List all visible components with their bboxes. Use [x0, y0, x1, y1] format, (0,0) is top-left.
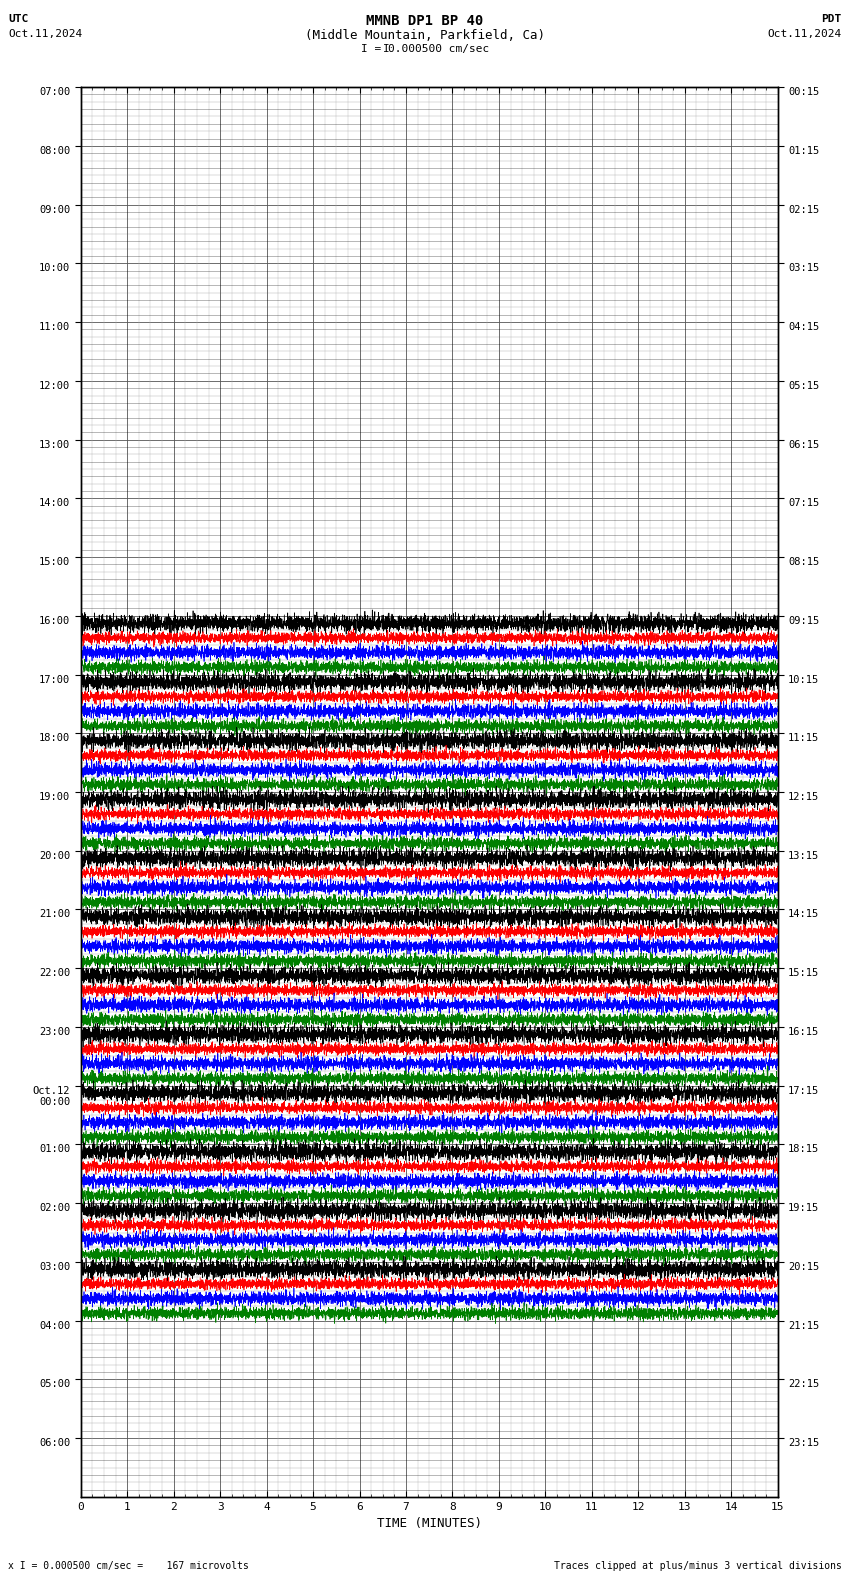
Text: UTC: UTC: [8, 14, 29, 24]
Text: I = 0.000500 cm/sec: I = 0.000500 cm/sec: [361, 44, 489, 54]
Text: PDT: PDT: [821, 14, 842, 24]
Text: Oct.11,2024: Oct.11,2024: [8, 29, 82, 38]
Text: I: I: [383, 44, 390, 54]
Text: MMNB DP1 BP 40: MMNB DP1 BP 40: [366, 14, 484, 29]
Text: Oct.11,2024: Oct.11,2024: [768, 29, 842, 38]
X-axis label: TIME (MINUTES): TIME (MINUTES): [377, 1517, 482, 1530]
Text: Traces clipped at plus/minus 3 vertical divisions: Traces clipped at plus/minus 3 vertical …: [553, 1562, 842, 1571]
Text: x I = 0.000500 cm/sec =    167 microvolts: x I = 0.000500 cm/sec = 167 microvolts: [8, 1562, 249, 1571]
Text: (Middle Mountain, Parkfield, Ca): (Middle Mountain, Parkfield, Ca): [305, 29, 545, 41]
